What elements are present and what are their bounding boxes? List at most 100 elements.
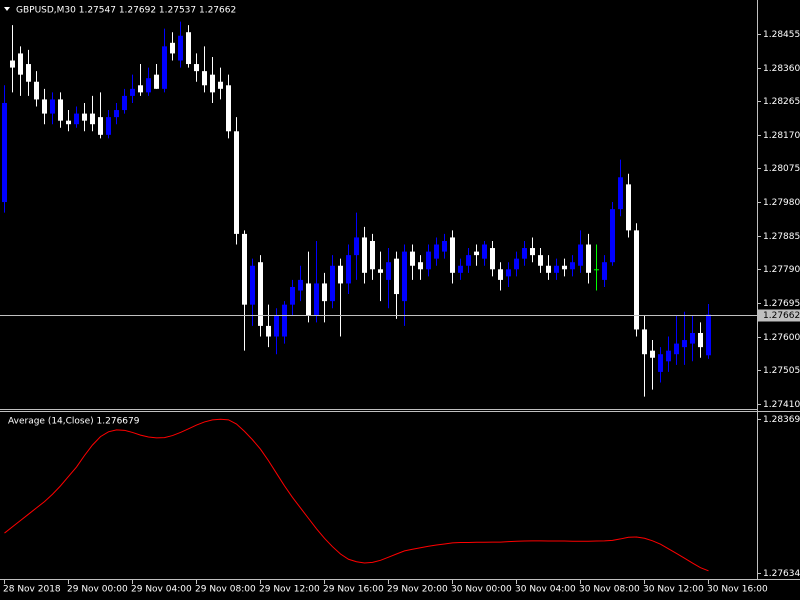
y-tick-label: 1.28265 bbox=[763, 97, 800, 107]
x-tick-label: 28 Nov 2018 bbox=[3, 585, 61, 595]
candle-body bbox=[338, 265, 343, 284]
candle-body bbox=[466, 255, 471, 266]
candle-body bbox=[354, 237, 359, 256]
candle-body bbox=[386, 262, 391, 280]
candle-body bbox=[194, 64, 199, 72]
candle-body bbox=[410, 251, 415, 266]
candle-body bbox=[370, 240, 375, 270]
candle-body bbox=[362, 237, 367, 273]
candle-body bbox=[298, 279, 303, 291]
candle-body bbox=[82, 113, 87, 121]
y-tick-label: 1.27410 bbox=[763, 400, 800, 410]
candle-body bbox=[538, 255, 543, 266]
candle-body bbox=[346, 255, 351, 284]
candle-body bbox=[186, 32, 191, 65]
candle-body bbox=[418, 262, 423, 270]
candle-body bbox=[226, 85, 231, 132]
price-tag-label: 1.27662 bbox=[763, 311, 800, 321]
candle-body bbox=[402, 251, 407, 302]
menu-triangle[interactable] bbox=[4, 7, 10, 11]
candle-body bbox=[706, 314, 711, 356]
y-tick-label: 1.27790 bbox=[763, 265, 800, 275]
candle-body bbox=[122, 95, 127, 111]
x-tick-label: 30 Nov 04:00 bbox=[515, 585, 576, 595]
y-tick-label: 1.27600 bbox=[763, 333, 800, 343]
candle-body bbox=[514, 258, 519, 270]
candle-body bbox=[26, 64, 31, 82]
x-tick-label: 29 Nov 20:00 bbox=[387, 585, 448, 595]
candle-body bbox=[634, 230, 639, 330]
candle-body bbox=[554, 265, 559, 273]
candle-body bbox=[18, 53, 23, 75]
candle-body bbox=[602, 262, 607, 280]
candle-body bbox=[202, 71, 207, 86]
candle-body bbox=[2, 102, 7, 203]
candle-body bbox=[626, 184, 631, 231]
x-tick-label: 30 Nov 12:00 bbox=[643, 585, 704, 595]
candle-body bbox=[682, 340, 687, 348]
candle-body bbox=[42, 99, 47, 114]
candle-body bbox=[378, 269, 383, 273]
y-tick-label: 1.27980 bbox=[763, 198, 800, 208]
candle-body bbox=[210, 74, 215, 93]
candle-body bbox=[522, 248, 527, 259]
candle-body bbox=[442, 240, 447, 252]
candle-body bbox=[178, 35, 183, 61]
candle-body bbox=[98, 117, 103, 135]
candle-body bbox=[242, 233, 247, 305]
y-tick-label: 1.28360 bbox=[763, 64, 800, 74]
candle-body bbox=[50, 99, 55, 114]
candle-body bbox=[330, 265, 335, 302]
candle-body bbox=[114, 110, 119, 118]
candle-body bbox=[690, 332, 695, 344]
candle-body bbox=[90, 113, 95, 125]
candle-body bbox=[74, 113, 79, 125]
candle-body bbox=[234, 131, 239, 234]
y-tick-label: 1.27695 bbox=[763, 299, 800, 309]
candle-body bbox=[698, 332, 703, 348]
y-tick-label: 1.27505 bbox=[763, 366, 800, 376]
candle-body bbox=[650, 350, 655, 358]
candle-body bbox=[322, 283, 327, 302]
y-tick-label: 1.28455 bbox=[763, 30, 800, 40]
candle-body bbox=[66, 120, 71, 125]
chart-title: GBPUSD,M30 1.27547 1.27692 1.27537 1.276… bbox=[16, 6, 236, 16]
candle-body bbox=[570, 262, 575, 270]
candle-body bbox=[106, 117, 111, 135]
candle-body bbox=[138, 85, 143, 93]
candle-body bbox=[250, 265, 255, 305]
candle-body bbox=[506, 269, 511, 277]
y-tick-label: 1.28369 bbox=[763, 415, 800, 425]
candle-body bbox=[618, 177, 623, 210]
candle-body bbox=[450, 237, 455, 273]
candle-body bbox=[146, 78, 151, 93]
candle-body bbox=[266, 325, 271, 337]
candle-body bbox=[498, 269, 503, 280]
x-tick-label: 29 Nov 16:00 bbox=[323, 585, 384, 595]
candle-body bbox=[562, 265, 567, 270]
x-tick-label: 29 Nov 08:00 bbox=[195, 585, 256, 595]
x-tick-label: 29 Nov 00:00 bbox=[67, 585, 128, 595]
x-tick-label: 30 Nov 00:00 bbox=[451, 585, 512, 595]
candle-body bbox=[34, 81, 39, 100]
x-tick-label: 30 Nov 16:00 bbox=[707, 585, 768, 595]
x-tick-label: 29 Nov 04:00 bbox=[131, 585, 192, 595]
candle-body bbox=[474, 251, 479, 256]
candle-body bbox=[458, 265, 463, 273]
y-tick-label: 1.27885 bbox=[763, 232, 800, 242]
candle-body bbox=[314, 283, 319, 316]
candle-body bbox=[482, 244, 487, 259]
y-tick-label: 1.28075 bbox=[763, 164, 800, 174]
candle-body bbox=[530, 248, 535, 256]
indicator-title: Average (14,Close) 1.276679 bbox=[8, 417, 140, 427]
candle-body bbox=[586, 244, 591, 273]
candle-body bbox=[218, 81, 223, 89]
candle-body bbox=[154, 74, 159, 89]
candle-body bbox=[58, 99, 63, 121]
candle-body bbox=[290, 286, 295, 305]
candle-body bbox=[170, 42, 175, 54]
y-tick-label: 1.28170 bbox=[763, 131, 800, 141]
indicator-line bbox=[4, 418, 709, 572]
